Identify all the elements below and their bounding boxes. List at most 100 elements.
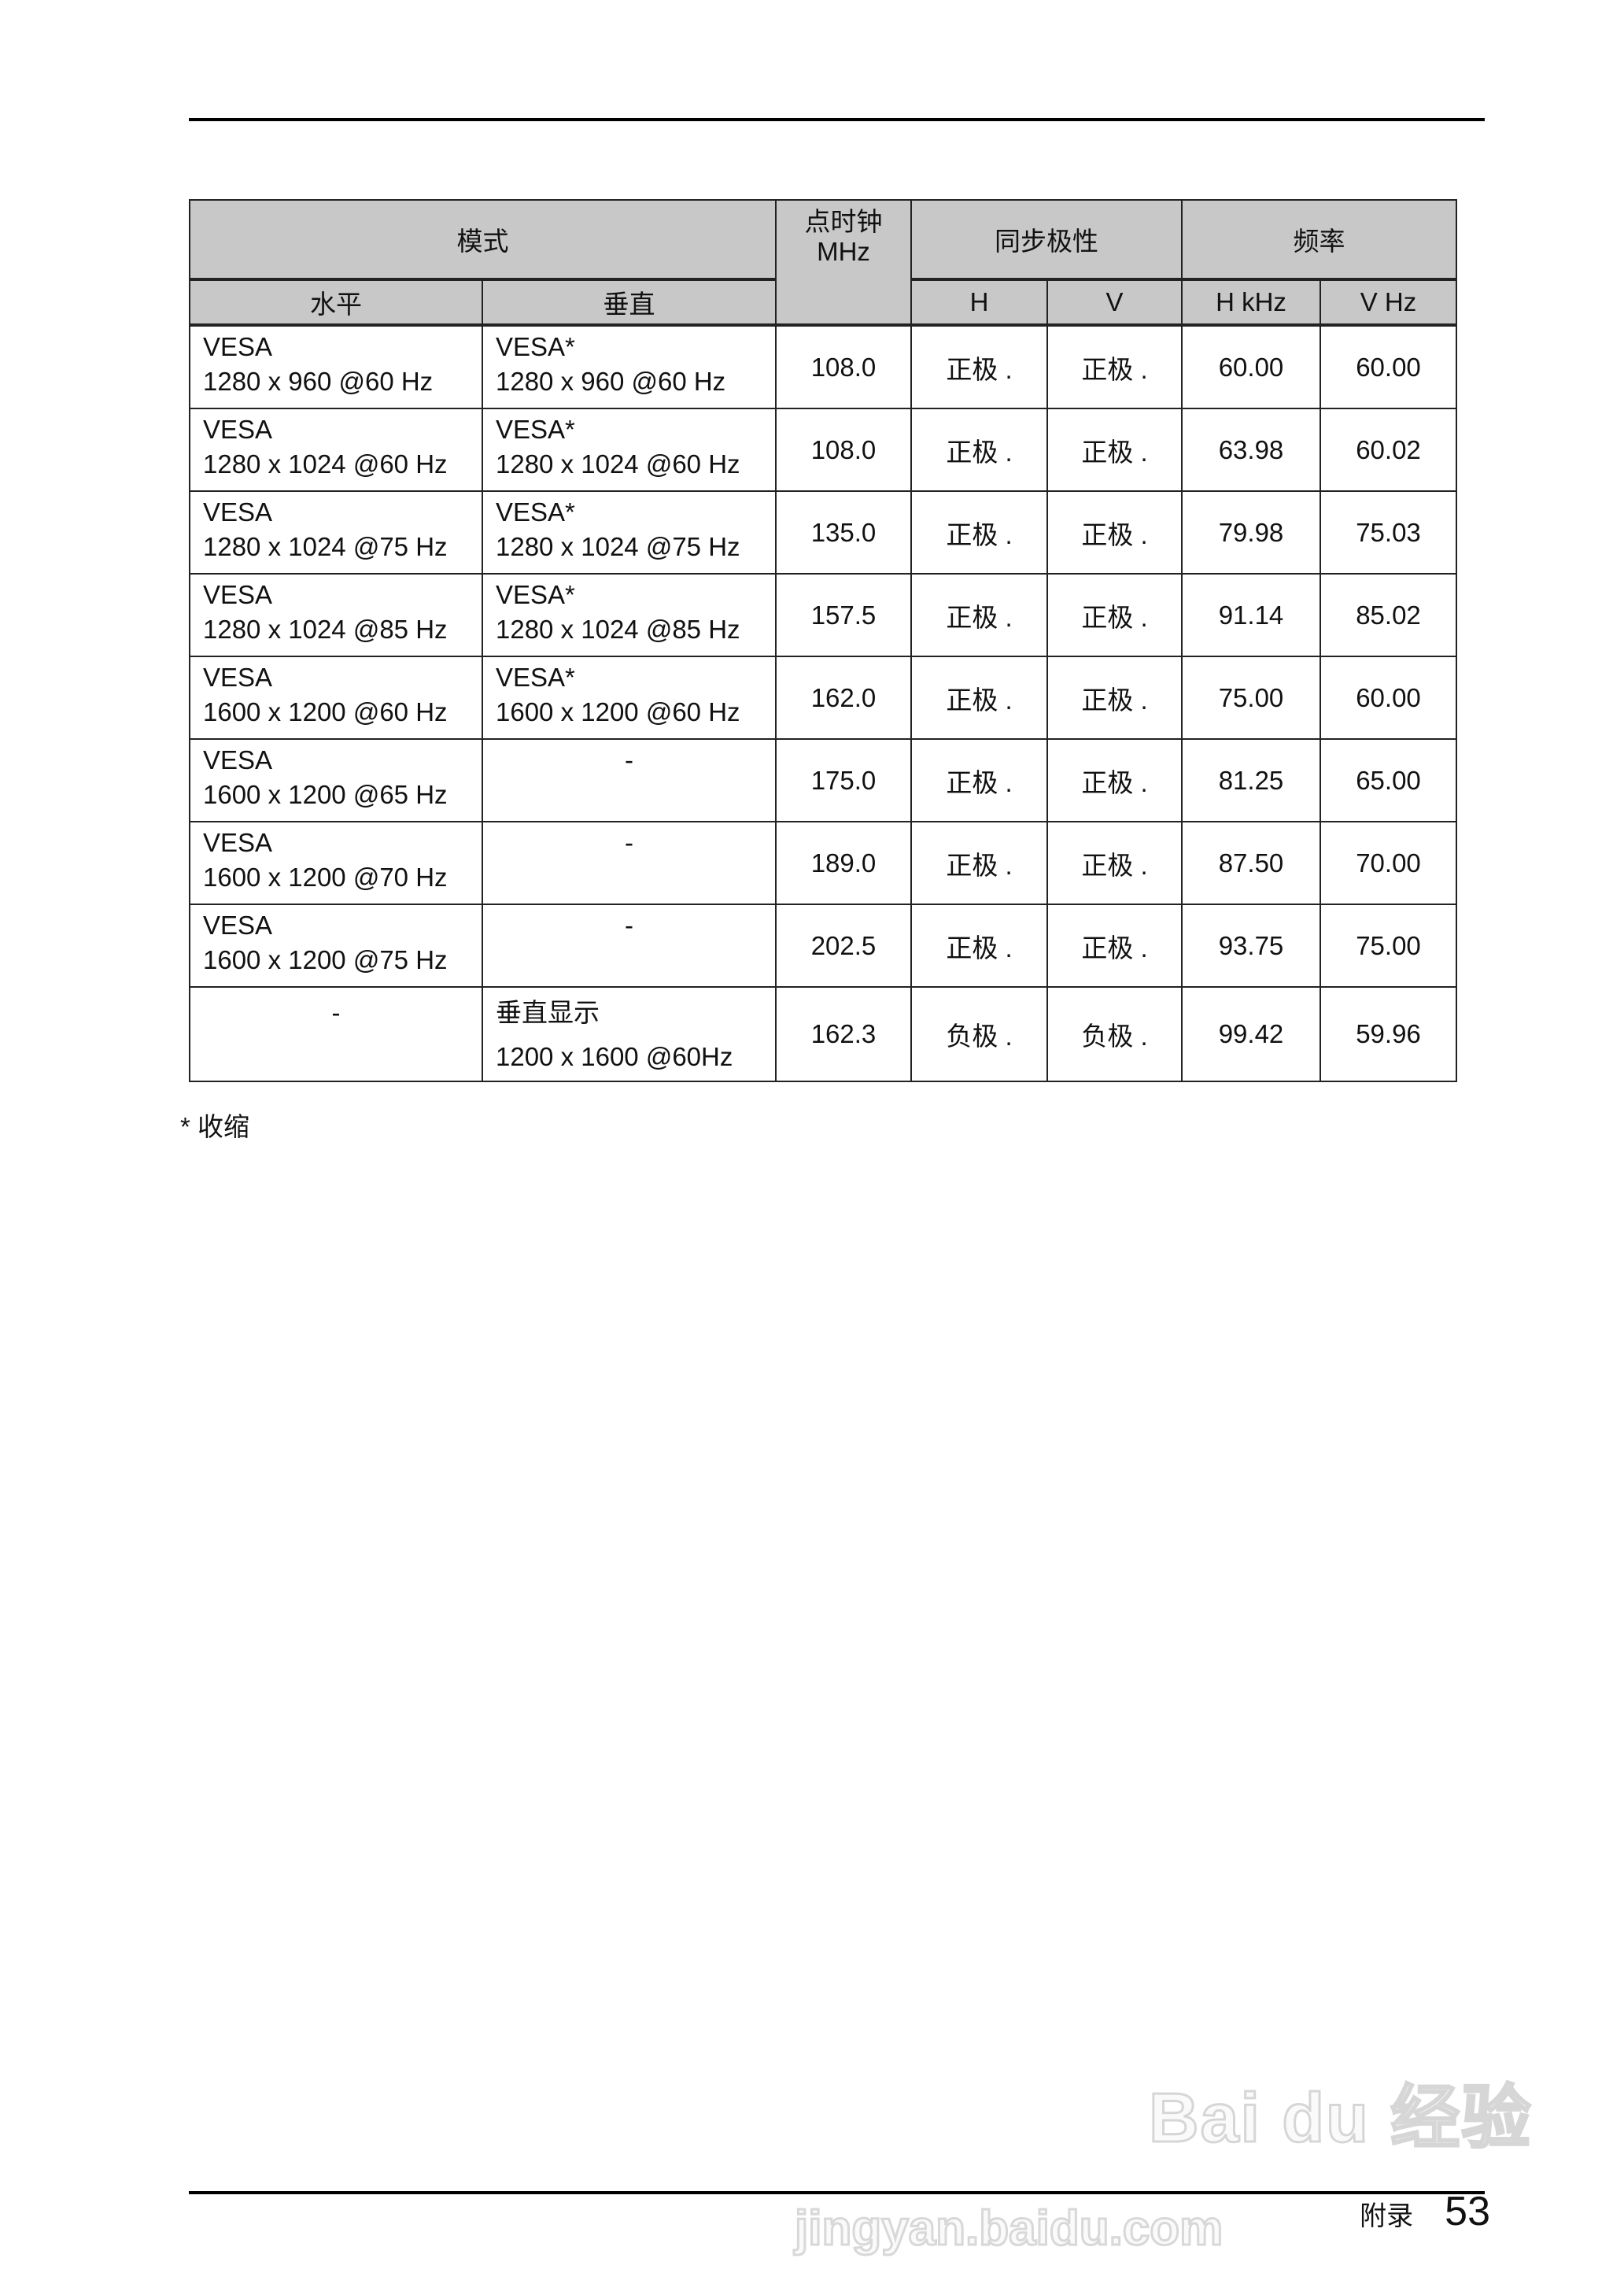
h-khz-cell: 99.42 (1181, 986, 1321, 1082)
vertical-mode-cell-line: 1280 x 1024 @60 Hz (496, 449, 740, 479)
horizontal-mode-cell-line: 1280 x 1024 @60 Hz (203, 449, 448, 479)
horizontal-mode-cell: VESA 1600 x 1200 @60 Hz (189, 656, 483, 740)
bottom-rule (189, 2191, 1485, 2194)
top-rule (189, 118, 1485, 121)
vertical-mode-cell: - (482, 904, 777, 988)
header-dot-clock: 点时钟 MHz (775, 199, 912, 327)
horizontal-mode-cell-line: 1280 x 960 @60 Hz (203, 367, 434, 396)
vertical-mode-cell-line: VESA* (496, 497, 575, 527)
vertical-mode-cell: VESA* 1280 x 960 @60 Hz (482, 324, 777, 409)
h-polarity-cell: 正极 . (910, 408, 1048, 492)
horizontal-mode-cell-line: VESA (203, 911, 273, 940)
vertical-mode-cell-line: 1280 x 1024 @85 Hz (496, 615, 740, 644)
dot-clock-cell: 157.5 (775, 573, 912, 657)
v-hz-cell: 60.02 (1320, 408, 1457, 492)
header-mode: 模式 (189, 199, 777, 281)
vertical-mode-cell-line: 1200 x 1600 @60Hz (496, 1042, 733, 1071)
table-row: VESA 1600 x 1200 @60 Hz VESA* 1600 x 1200 @… (189, 656, 1457, 740)
v-hz-cell: 60.00 (1320, 324, 1457, 409)
h-khz-cell: 60.00 (1181, 324, 1321, 409)
header-v-hz: V Hz (1320, 279, 1457, 326)
vertical-mode-cell: VESA* 1600 x 1200 @60 Hz (482, 656, 777, 740)
v-polarity-cell: 正极 . (1046, 490, 1183, 575)
h-khz-cell: 81.25 (1181, 738, 1321, 822)
vertical-mode-cell-line: - (625, 745, 633, 774)
dot-clock-cell: 135.0 (775, 490, 912, 575)
vertical-mode-cell-line: - (625, 828, 633, 857)
table-row: - 垂直显示 1200 x 1600 @60Hz 162.3 负极 . 负极 . 99.42… (189, 986, 1457, 1082)
horizontal-mode-cell-line: VESA (203, 580, 273, 609)
dot-clock-cell: 108.0 (775, 408, 912, 492)
footnote: * 收缩 (180, 1112, 250, 1141)
vertical-mode-cell-line: 垂直显示 (496, 998, 600, 1027)
horizontal-mode-cell: VESA 1280 x 1024 @60 Hz (189, 408, 483, 492)
h-polarity-cell: 正极 . (910, 490, 1048, 575)
h-polarity-cell: 正极 . (910, 656, 1048, 740)
table-row: VESA 1280 x 960 @60 Hz VESA* 1280 x 960 @60… (189, 324, 1457, 409)
dot-clock-cell: 202.5 (775, 904, 912, 988)
horizontal-mode-cell: VESA 1280 x 1024 @85 Hz (189, 573, 483, 657)
section-label: 附录 (1360, 2201, 1414, 2231)
horizontal-mode-cell: - (189, 986, 483, 1082)
horizontal-mode-cell-line: VESA (203, 663, 273, 692)
horizontal-mode-cell-line: 1280 x 1024 @75 Hz (203, 532, 448, 561)
h-khz-cell: 79.98 (1181, 490, 1321, 575)
dot-clock-cell: 189.0 (775, 821, 912, 905)
header-dot-clock-label: 点时钟 (804, 207, 883, 236)
horizontal-mode-cell-line: 1600 x 1200 @75 Hz (203, 945, 448, 974)
v-polarity-cell: 负极 . (1046, 986, 1183, 1082)
vertical-mode-cell: VESA* 1280 x 1024 @75 Hz (482, 490, 777, 575)
horizontal-mode-cell: VESA 1280 x 960 @60 Hz (189, 324, 483, 409)
horizontal-mode-cell-line: 1600 x 1200 @60 Hz (203, 697, 448, 726)
h-polarity-cell: 正极 . (910, 904, 1048, 988)
dot-clock-cell: 162.0 (775, 656, 912, 740)
horizontal-mode-cell-line: VESA (203, 332, 273, 361)
v-hz-cell: 75.03 (1320, 490, 1457, 575)
v-hz-cell: 65.00 (1320, 738, 1457, 822)
h-khz-cell: 75.00 (1181, 656, 1321, 740)
h-khz-cell: 93.75 (1181, 904, 1321, 988)
vertical-mode-cell-line: VESA* (496, 332, 575, 361)
v-hz-cell: 85.02 (1320, 573, 1457, 657)
timing-table: 模式 点时钟 MHz 同步极性 频率 水平 垂直 H V H kHz V Hz … (189, 199, 1457, 1082)
vertical-mode-cell: VESA* 1280 x 1024 @60 Hz (482, 408, 777, 492)
horizontal-mode-cell-line: VESA (203, 745, 273, 774)
h-khz-cell: 87.50 (1181, 821, 1321, 905)
v-hz-cell: 59.96 (1320, 986, 1457, 1082)
dot-clock-cell: 175.0 (775, 738, 912, 822)
table-row: VESA 1280 x 1024 @75 Hz VESA* 1280 x 1024 @… (189, 490, 1457, 575)
v-hz-cell: 75.00 (1320, 904, 1457, 988)
vertical-mode-cell-line: 1280 x 1024 @75 Hz (496, 532, 740, 561)
vertical-mode-cell-line: VESA* (496, 415, 575, 444)
vertical-mode-cell-line: VESA* (496, 580, 575, 609)
h-polarity-cell: 负极 . (910, 986, 1048, 1082)
vertical-mode-cell: - (482, 738, 777, 822)
horizontal-mode-cell-line: 1280 x 1024 @85 Hz (203, 615, 448, 644)
horizontal-mode-cell-line: VESA (203, 497, 273, 527)
header-dot-clock-unit: MHz (817, 237, 870, 266)
v-polarity-cell: 正极 . (1046, 821, 1183, 905)
header-sync-polarity: 同步极性 (910, 199, 1183, 281)
v-hz-cell: 60.00 (1320, 656, 1457, 740)
h-polarity-cell: 正极 . (910, 738, 1048, 822)
v-polarity-cell: 正极 . (1046, 408, 1183, 492)
table-row: VESA 1600 x 1200 @70 Hz -189.0 正极 . 正极 . 87.5… (189, 821, 1457, 905)
vertical-mode-cell-line: 1600 x 1200 @60 Hz (496, 697, 740, 726)
horizontal-mode-cell-line: - (331, 998, 341, 1027)
h-polarity-cell: 正极 . (910, 821, 1048, 905)
horizontal-mode-cell-line: 1600 x 1200 @70 Hz (203, 863, 448, 892)
header-h: H (910, 279, 1048, 326)
header-v: V (1046, 279, 1183, 326)
v-hz-cell: 70.00 (1320, 821, 1457, 905)
horizontal-mode-cell: VESA 1600 x 1200 @75 Hz (189, 904, 483, 988)
page-footer: 附录 53 (1360, 2188, 1490, 2235)
horizontal-mode-cell: VESA 1600 x 1200 @65 Hz (189, 738, 483, 822)
v-polarity-cell: 正极 . (1046, 738, 1183, 822)
header-frequency: 频率 (1181, 199, 1457, 281)
horizontal-mode-cell-line: VESA (203, 828, 273, 857)
dot-clock-cell: 162.3 (775, 986, 912, 1082)
v-polarity-cell: 正极 . (1046, 573, 1183, 657)
vertical-mode-cell: VESA* 1280 x 1024 @85 Hz (482, 573, 777, 657)
h-khz-cell: 91.14 (1181, 573, 1321, 657)
horizontal-mode-cell: VESA 1600 x 1200 @70 Hz (189, 821, 483, 905)
